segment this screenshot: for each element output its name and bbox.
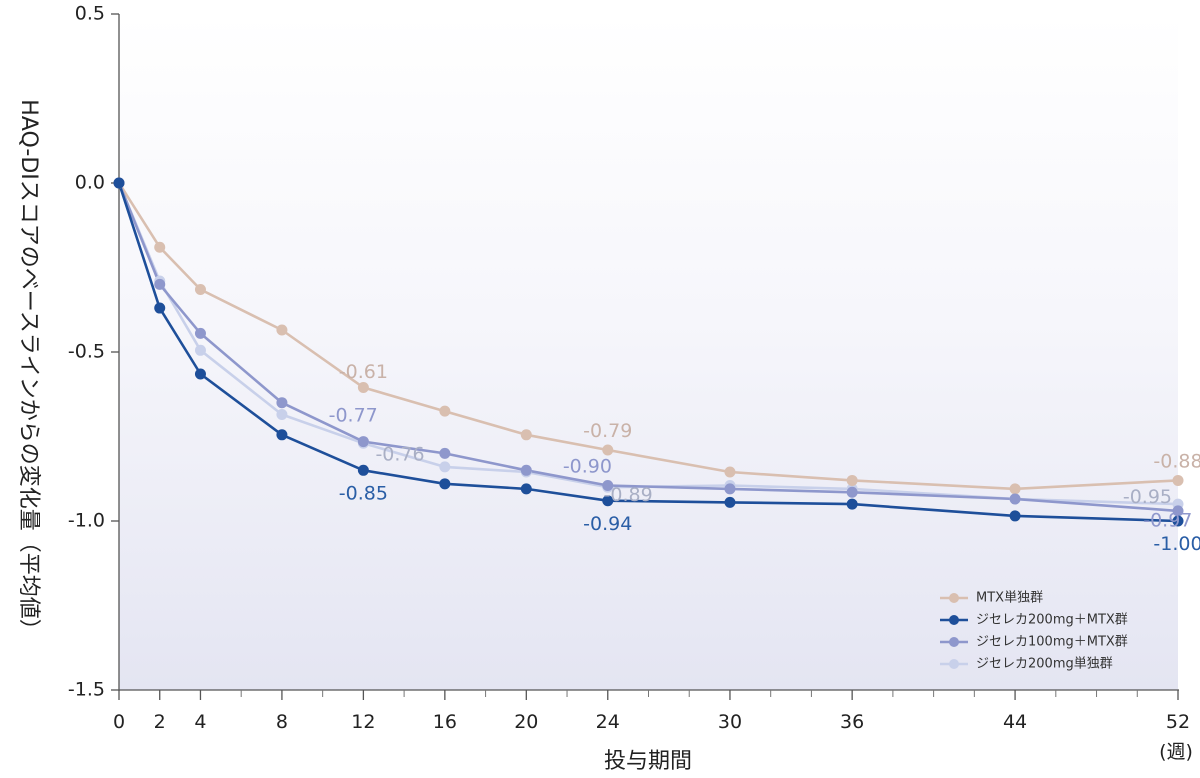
data-point [1172, 505, 1184, 517]
y-tick-label: 0.0 [75, 172, 105, 194]
legend-swatch-marker [949, 593, 959, 603]
data-point [357, 436, 369, 448]
data-label: -0.76 [375, 444, 424, 466]
data-point [194, 344, 206, 356]
y-tick-label: 0.5 [75, 3, 105, 25]
data-label: -0.95 [1123, 486, 1172, 508]
data-label: -0.85 [339, 482, 388, 504]
data-label: -0.77 [329, 405, 378, 427]
data-point [724, 483, 736, 495]
data-point [276, 397, 288, 409]
legend-swatch-marker [949, 637, 959, 647]
data-point [357, 464, 369, 476]
data-point [846, 474, 858, 486]
x-axis-unit: (週) [1159, 741, 1193, 763]
data-point [724, 496, 736, 508]
x-tick-label: 0 [113, 711, 125, 733]
data-label: -0.89 [604, 484, 653, 506]
x-tick-label: 12 [351, 711, 375, 733]
legend-swatch-marker [949, 659, 959, 669]
data-point [154, 241, 166, 253]
legend-label: ジセレカ200mg単独群 [976, 656, 1113, 672]
y-tick-label: -1.0 [68, 510, 105, 532]
data-point [357, 381, 369, 393]
data-point [602, 444, 614, 456]
x-tick-label: 2 [154, 711, 166, 733]
x-axis-title: 投与期間 [604, 749, 692, 774]
data-point [1009, 483, 1021, 495]
legend-label: MTX単独群 [976, 590, 1043, 606]
x-tick-label: 52 [1166, 711, 1190, 733]
x-tick-label: 20 [514, 711, 538, 733]
data-point [1172, 474, 1184, 486]
data-point [276, 429, 288, 441]
legend-label: ジセレカ100mg＋MTX群 [976, 635, 1128, 650]
y-tick-label: -1.5 [68, 679, 105, 701]
series-points [113, 177, 1184, 527]
data-point [1172, 515, 1184, 527]
data-label: -1.00 [1153, 533, 1200, 555]
data-point [194, 368, 206, 380]
legend-swatch-marker [949, 615, 959, 625]
data-point [154, 302, 166, 314]
series-line [117, 182, 1179, 506]
y-tick-label: -0.5 [68, 341, 105, 363]
data-point [520, 464, 532, 476]
legend: MTX単独群ジセレカ200mg＋MTX群ジセレカ100mg＋MTX群ジセレカ20… [940, 590, 1128, 672]
series-line [117, 182, 1179, 491]
data-point [1009, 493, 1021, 505]
series-line [117, 182, 1179, 523]
data-point [276, 324, 288, 336]
data-point [602, 480, 614, 492]
x-tick-label: 16 [433, 711, 457, 733]
data-point [846, 498, 858, 510]
x-tick-label: 30 [718, 711, 742, 733]
data-label: -0.88 [1153, 450, 1200, 472]
data-point [846, 486, 858, 498]
data-label: -0.90 [563, 455, 612, 477]
x-tick-label: 8 [276, 711, 288, 733]
data-labels: -0.61 -0.79 -0.88 -0.85 -0.94 -1.00 -0.77 -0.90… [329, 361, 1200, 555]
series-line [117, 182, 1179, 513]
data-label: -0.79 [583, 420, 632, 442]
plot-background [119, 14, 1178, 690]
data-point [602, 495, 614, 507]
data-point [724, 466, 736, 478]
series-lines [117, 182, 1179, 523]
data-point [520, 483, 532, 495]
x-tick-label: 24 [596, 711, 620, 733]
legend-label: ジセレカ200mg＋MTX群 [976, 613, 1128, 628]
x-tick-label: 44 [1003, 711, 1027, 733]
axes: 0.50.0-0.5-1.0-1.50 2 4 8 12 16 20 24 30 36 44 52 [68, 3, 1190, 734]
data-point [113, 177, 125, 189]
y-axis-title: HAQ-DIスコアのベースラインからの変化量（平均値） [16, 99, 41, 640]
data-point [439, 478, 451, 490]
data-point [276, 409, 288, 421]
x-tick-label: 36 [840, 711, 864, 733]
data-point [194, 283, 206, 295]
data-point [520, 429, 532, 441]
data-point [439, 461, 451, 473]
data-label: -0.97 [1143, 510, 1192, 532]
data-point [154, 278, 166, 290]
data-point [439, 447, 451, 459]
data-label: -0.61 [339, 361, 388, 383]
data-point [439, 405, 451, 417]
data-point [1009, 510, 1021, 522]
data-point [194, 327, 206, 339]
data-label: -0.94 [583, 513, 632, 535]
x-tick-label: 4 [194, 711, 206, 733]
